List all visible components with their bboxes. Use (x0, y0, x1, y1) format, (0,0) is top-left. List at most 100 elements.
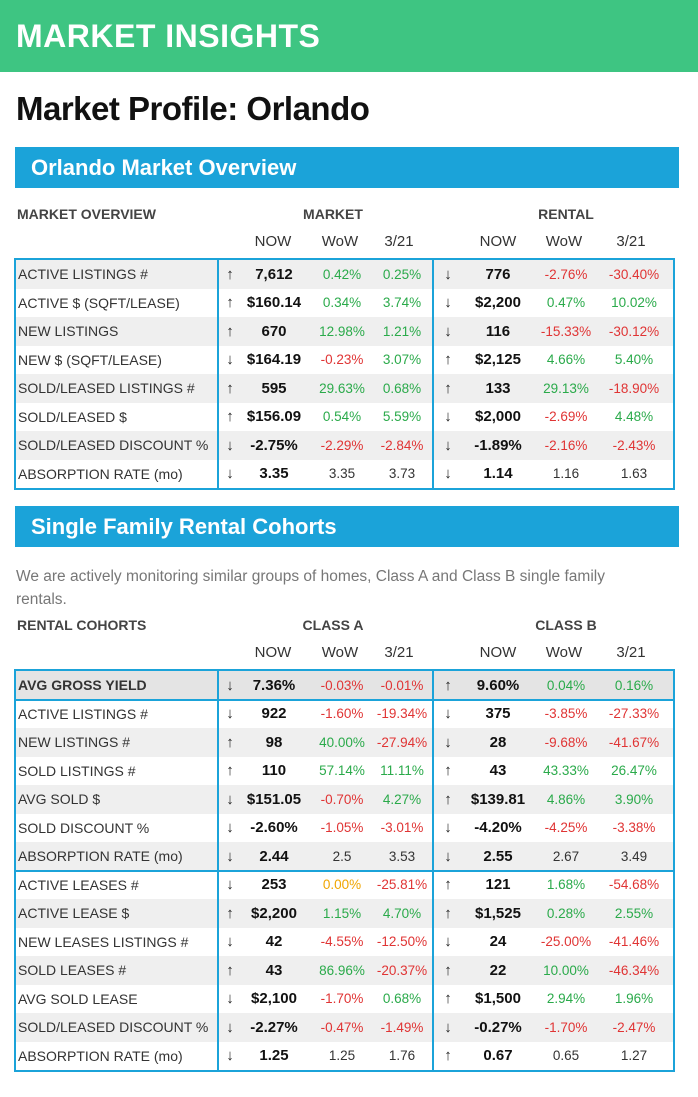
wow-value: 1.15% (322, 905, 362, 921)
now-value: $2,125 (475, 351, 521, 369)
wow-value: -4.25% (544, 820, 588, 836)
market-overview-table: ACTIVE LISTINGS # ↑ 7,612 0.42% 0.25% ↓ 776 -2.… (14, 258, 675, 490)
table-row: NEW LISTINGS # ↑ 98 40.00% -27.94% ↓ 28 -9.68% -… (16, 728, 673, 757)
wow-value: -2.16% (544, 437, 588, 453)
row-label: NEW LEASES LISTINGS # (18, 933, 189, 950)
wow-value: -1.05% (320, 820, 364, 836)
table-row: ACTIVE $ (SQFT/LEASE) ↑ $160.14 0.34% 3.74% ↓… (16, 289, 673, 318)
table-row: NEW LISTINGS ↑ 670 12.98% 1.21% ↓ 116 -15.33% -3… (16, 317, 673, 346)
arrow-down-icon: ↓ (226, 705, 234, 723)
table-row: SOLD/LEASED $ ↑ $156.09 0.54% 5.59% ↓ $2,000 -2… (16, 403, 673, 432)
month-value: -54.68% (608, 877, 660, 893)
col-header-month: 3/21 (616, 644, 646, 661)
month-value: 4.70% (382, 905, 422, 921)
row-label: AVG SOLD LEASE (18, 990, 138, 1007)
wow-value: 29.13% (543, 380, 589, 396)
row-label: ACTIVE LEASES # (18, 876, 139, 893)
row-label: ABSORPTION RATE (mo) (18, 1047, 183, 1064)
wow-value: 0.00% (322, 877, 362, 893)
now-value: 2.44 (259, 847, 289, 865)
arrow-down-icon: ↓ (226, 790, 234, 808)
arrow-down-icon: ↓ (226, 676, 234, 694)
now-value: 375 (485, 705, 511, 723)
wow-value: 0.65 (552, 1048, 580, 1064)
arrow-up-icon: ↑ (226, 322, 234, 340)
now-value: $139.81 (470, 790, 526, 808)
month-value: -18.90% (608, 380, 660, 396)
arrow-up-icon: ↑ (444, 762, 452, 780)
month-value: 3.53 (388, 848, 416, 864)
wow-value: 0.34% (322, 295, 362, 311)
wow-value: -0.70% (320, 791, 364, 807)
row-label: AVG GROSS YIELD (18, 677, 147, 694)
table-row: NEW LEASES LISTINGS # ↓ 42 -4.55% -12.50% ↓ 24… (16, 928, 673, 957)
market-insights-banner: MARKET INSIGHTS (0, 0, 698, 72)
month-value: 2.55% (614, 905, 654, 921)
cohorts-intro-text: We are actively monitoring similar group… (16, 568, 605, 608)
page-title: Market Profile: Orlando (16, 90, 370, 127)
now-value: 7,612 (255, 265, 293, 283)
col-header-now: NOW (254, 644, 292, 661)
arrow-down-icon: ↓ (444, 322, 452, 340)
now-value: -2.27% (250, 1018, 298, 1036)
now-value: $151.05 (246, 790, 302, 808)
arrow-up-icon: ↑ (444, 790, 452, 808)
arrow-up-icon: ↑ (226, 294, 234, 312)
month-value: -25.81% (376, 877, 428, 893)
table-row: ACTIVE LEASE $ ↑ $2,200 1.15% 4.70% ↑ $1,525 0.… (16, 899, 673, 928)
row-label: SOLD DISCOUNT % (18, 819, 150, 836)
row-label: ACTIVE LISTINGS # (18, 266, 148, 283)
now-value: 253 (261, 876, 287, 894)
wow-value: 4.86% (546, 791, 586, 807)
rental-cohorts-table: AVG GROSS YIELD ↓ 7.36% -0.03% -0.01% ↑ 9.60% 0… (14, 669, 675, 1072)
row-label: NEW $ (SQFT/LEASE) (18, 351, 162, 368)
wow-value: 10.00% (543, 962, 589, 978)
table-row: AVG SOLD LEASE ↓ $2,100 -1.70% 0.68% ↑ $1,500 2… (16, 985, 673, 1014)
wow-value: 40.00% (319, 734, 365, 750)
wow-value: -1.70% (320, 991, 364, 1007)
month-value: 11.11% (380, 763, 424, 779)
wow-value: 0.47% (546, 295, 586, 311)
month-value: -3.38% (612, 820, 656, 836)
arrow-down-icon: ↓ (444, 933, 452, 951)
month-value: 3.07% (382, 352, 422, 368)
table-row: ABSORPTION RATE (mo) ↓ 3.35 3.35 3.73 ↓ 1.14 1.… (16, 460, 673, 489)
now-value: 7.36% (252, 676, 296, 694)
arrow-down-icon: ↓ (226, 933, 234, 951)
col-header-wow: WoW (321, 233, 359, 250)
overview-section-header: Orlando Market Overview (15, 147, 679, 188)
month-value: -27.94% (376, 734, 428, 750)
now-value: 43 (489, 762, 507, 780)
month-value: 3.73 (388, 466, 416, 482)
wow-value: 0.28% (546, 905, 586, 921)
now-value: 24 (489, 933, 507, 951)
row-label: SOLD LEASES # (18, 962, 127, 979)
arrow-down-icon: ↓ (444, 1018, 452, 1036)
now-value: -2.75% (250, 436, 298, 454)
arrow-up-icon: ↑ (444, 876, 452, 894)
wow-value: 86.96% (319, 962, 365, 978)
now-value: 133 (485, 379, 511, 397)
month-value: 1.96% (614, 991, 654, 1007)
arrow-up-icon: ↑ (226, 762, 234, 780)
now-value: 1.14 (483, 465, 513, 483)
arrow-up-icon: ↑ (444, 351, 452, 369)
wow-value: -4.55% (320, 934, 364, 950)
arrow-down-icon: ↓ (444, 705, 452, 723)
now-value: 595 (261, 379, 287, 397)
table-row: ACTIVE LISTINGS # ↑ 7,612 0.42% 0.25% ↓ 776 -2.… (16, 260, 673, 289)
arrow-up-icon: ↑ (226, 379, 234, 397)
table-row: AVG SOLD $ ↓ $151.05 -0.70% 4.27% ↑ $139.81 4.8… (16, 785, 673, 814)
wow-value: -1.70% (544, 1019, 588, 1035)
month-value: -2.84% (380, 437, 424, 453)
now-value: 98 (265, 733, 283, 751)
arrow-up-icon: ↑ (444, 904, 452, 922)
arrow-up-icon: ↑ (226, 408, 234, 426)
now-value: $2,200 (475, 294, 521, 312)
month-value: 3.49 (620, 848, 648, 864)
now-value: -4.20% (474, 819, 522, 837)
col-header-month: 3/21 (384, 644, 414, 661)
row-label: ABSORPTION RATE (mo) (18, 848, 183, 865)
wow-value: 2.94% (546, 991, 586, 1007)
arrow-up-icon: ↑ (444, 961, 452, 979)
